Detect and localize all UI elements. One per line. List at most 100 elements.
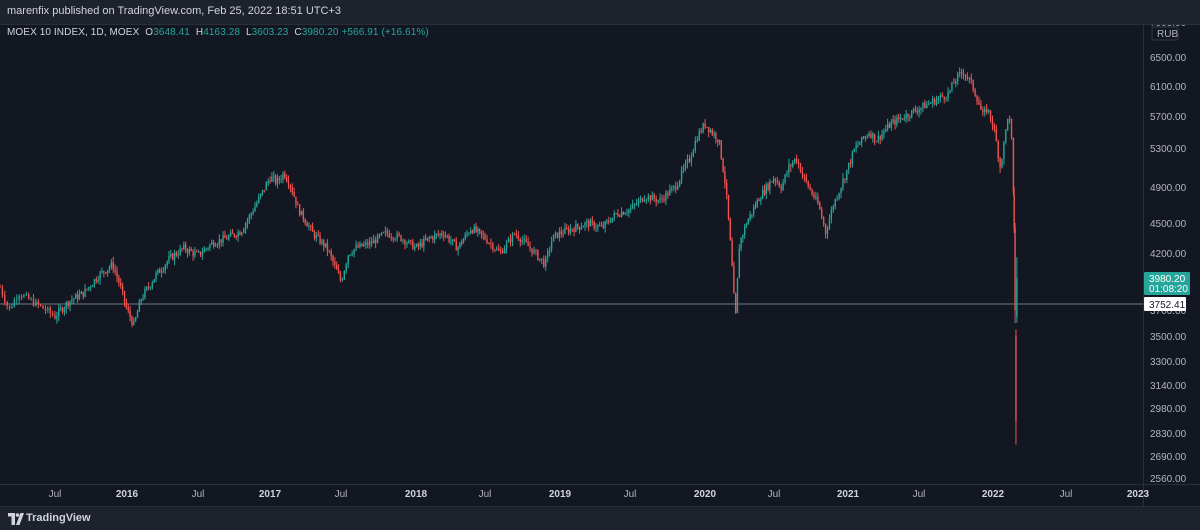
candle-body — [402, 240, 404, 241]
candle-body — [901, 118, 904, 120]
candle-body — [930, 102, 932, 104]
candle-body — [244, 223, 247, 230]
candle-body — [788, 164, 790, 173]
candle-body — [108, 267, 111, 270]
candle-body — [419, 242, 421, 247]
candle-body — [890, 121, 893, 128]
candle-body — [801, 172, 804, 175]
candle-body — [1003, 142, 1005, 160]
candle-body — [453, 239, 456, 242]
candle-body — [740, 237, 742, 249]
candle-body — [173, 252, 176, 260]
candle-body — [459, 242, 461, 248]
candle-body — [993, 125, 996, 130]
candle-body — [866, 136, 868, 137]
candle-body — [718, 140, 721, 142]
candle-body — [125, 301, 128, 308]
candle-body — [790, 164, 792, 167]
candle-body — [291, 187, 293, 193]
candle-body — [196, 251, 198, 253]
candle-body — [388, 233, 391, 238]
candle-body — [784, 174, 786, 183]
candle-body — [903, 118, 905, 120]
candle-body — [624, 213, 626, 215]
candle-body — [815, 196, 817, 198]
candle-body — [482, 234, 484, 236]
candle-body — [675, 186, 677, 190]
candle-body — [604, 221, 606, 228]
candle-body — [127, 307, 129, 311]
candle-body — [974, 90, 976, 96]
candle-body — [608, 220, 610, 222]
candle-body — [543, 259, 545, 267]
candle-body — [351, 253, 353, 255]
candle-body — [136, 311, 139, 318]
candle-body — [846, 169, 848, 180]
candle-body — [509, 238, 512, 243]
candle-body — [160, 271, 163, 273]
candle-body — [54, 315, 56, 319]
candle-body — [455, 241, 457, 251]
candle-body — [955, 80, 957, 84]
candle-body — [972, 79, 974, 91]
candle-body — [976, 95, 978, 102]
candle-body — [365, 242, 367, 245]
last-price-tag — [1144, 272, 1190, 295]
candle-body — [859, 143, 861, 145]
y-tick-label: 3700.00 — [1150, 306, 1187, 317]
symbol-title[interactable]: MOEX 10 INDEX, 1D, MOEX — [7, 27, 140, 38]
candle-body — [179, 248, 181, 255]
candle-body — [384, 230, 387, 233]
candle-body — [76, 294, 79, 300]
candle-body — [505, 242, 508, 249]
candle-body — [595, 227, 597, 229]
symbol-legend[interactable]: MOEX 10 INDEX, 1D, MOEX O3648.41 H4163.2… — [7, 27, 429, 38]
candle-body — [754, 206, 757, 208]
candle-body — [378, 234, 381, 236]
candle-body — [566, 227, 568, 229]
close-value: 3980.20 — [301, 27, 339, 38]
candle-body — [899, 118, 902, 120]
candle-body — [774, 179, 777, 182]
candle-body — [222, 235, 224, 243]
candle-body — [836, 198, 838, 200]
candle-body — [573, 229, 575, 232]
candle-body — [157, 269, 159, 274]
candle-body — [620, 212, 623, 217]
candle-body — [968, 77, 971, 79]
candle-body — [626, 212, 628, 214]
open-value: 3648.41 — [153, 27, 190, 38]
candle-body — [192, 250, 194, 256]
candle-body — [259, 193, 262, 197]
candle-body — [736, 278, 739, 313]
candle-body — [302, 210, 305, 220]
candle-body — [529, 246, 531, 249]
candle-body — [293, 192, 295, 197]
candle-body — [466, 233, 468, 235]
tradingview-brand[interactable]: TradingView — [26, 512, 91, 524]
candle-body — [531, 248, 533, 254]
candle-body — [957, 73, 959, 81]
candle-body — [153, 279, 155, 283]
candle-body — [155, 273, 157, 280]
y-tick-label: 2690.00 — [1150, 452, 1187, 463]
tradingview-logo-icon[interactable] — [8, 513, 24, 525]
candle-body — [86, 288, 88, 290]
candle-body — [103, 271, 105, 273]
candle-body — [838, 193, 840, 199]
candle-body — [444, 235, 447, 237]
candle-body — [372, 239, 375, 244]
candle-body — [226, 238, 228, 240]
candle-body — [93, 279, 96, 286]
candle-body — [6, 302, 8, 306]
x-tick-label: Jul — [335, 489, 348, 500]
candle-body — [840, 188, 842, 194]
candle-body — [159, 269, 161, 273]
candle-body — [315, 234, 318, 238]
candle-body — [637, 200, 640, 204]
high-key: H — [195, 27, 204, 38]
candle-body — [692, 150, 695, 157]
candle-body — [177, 254, 179, 256]
candle-body — [84, 288, 86, 297]
